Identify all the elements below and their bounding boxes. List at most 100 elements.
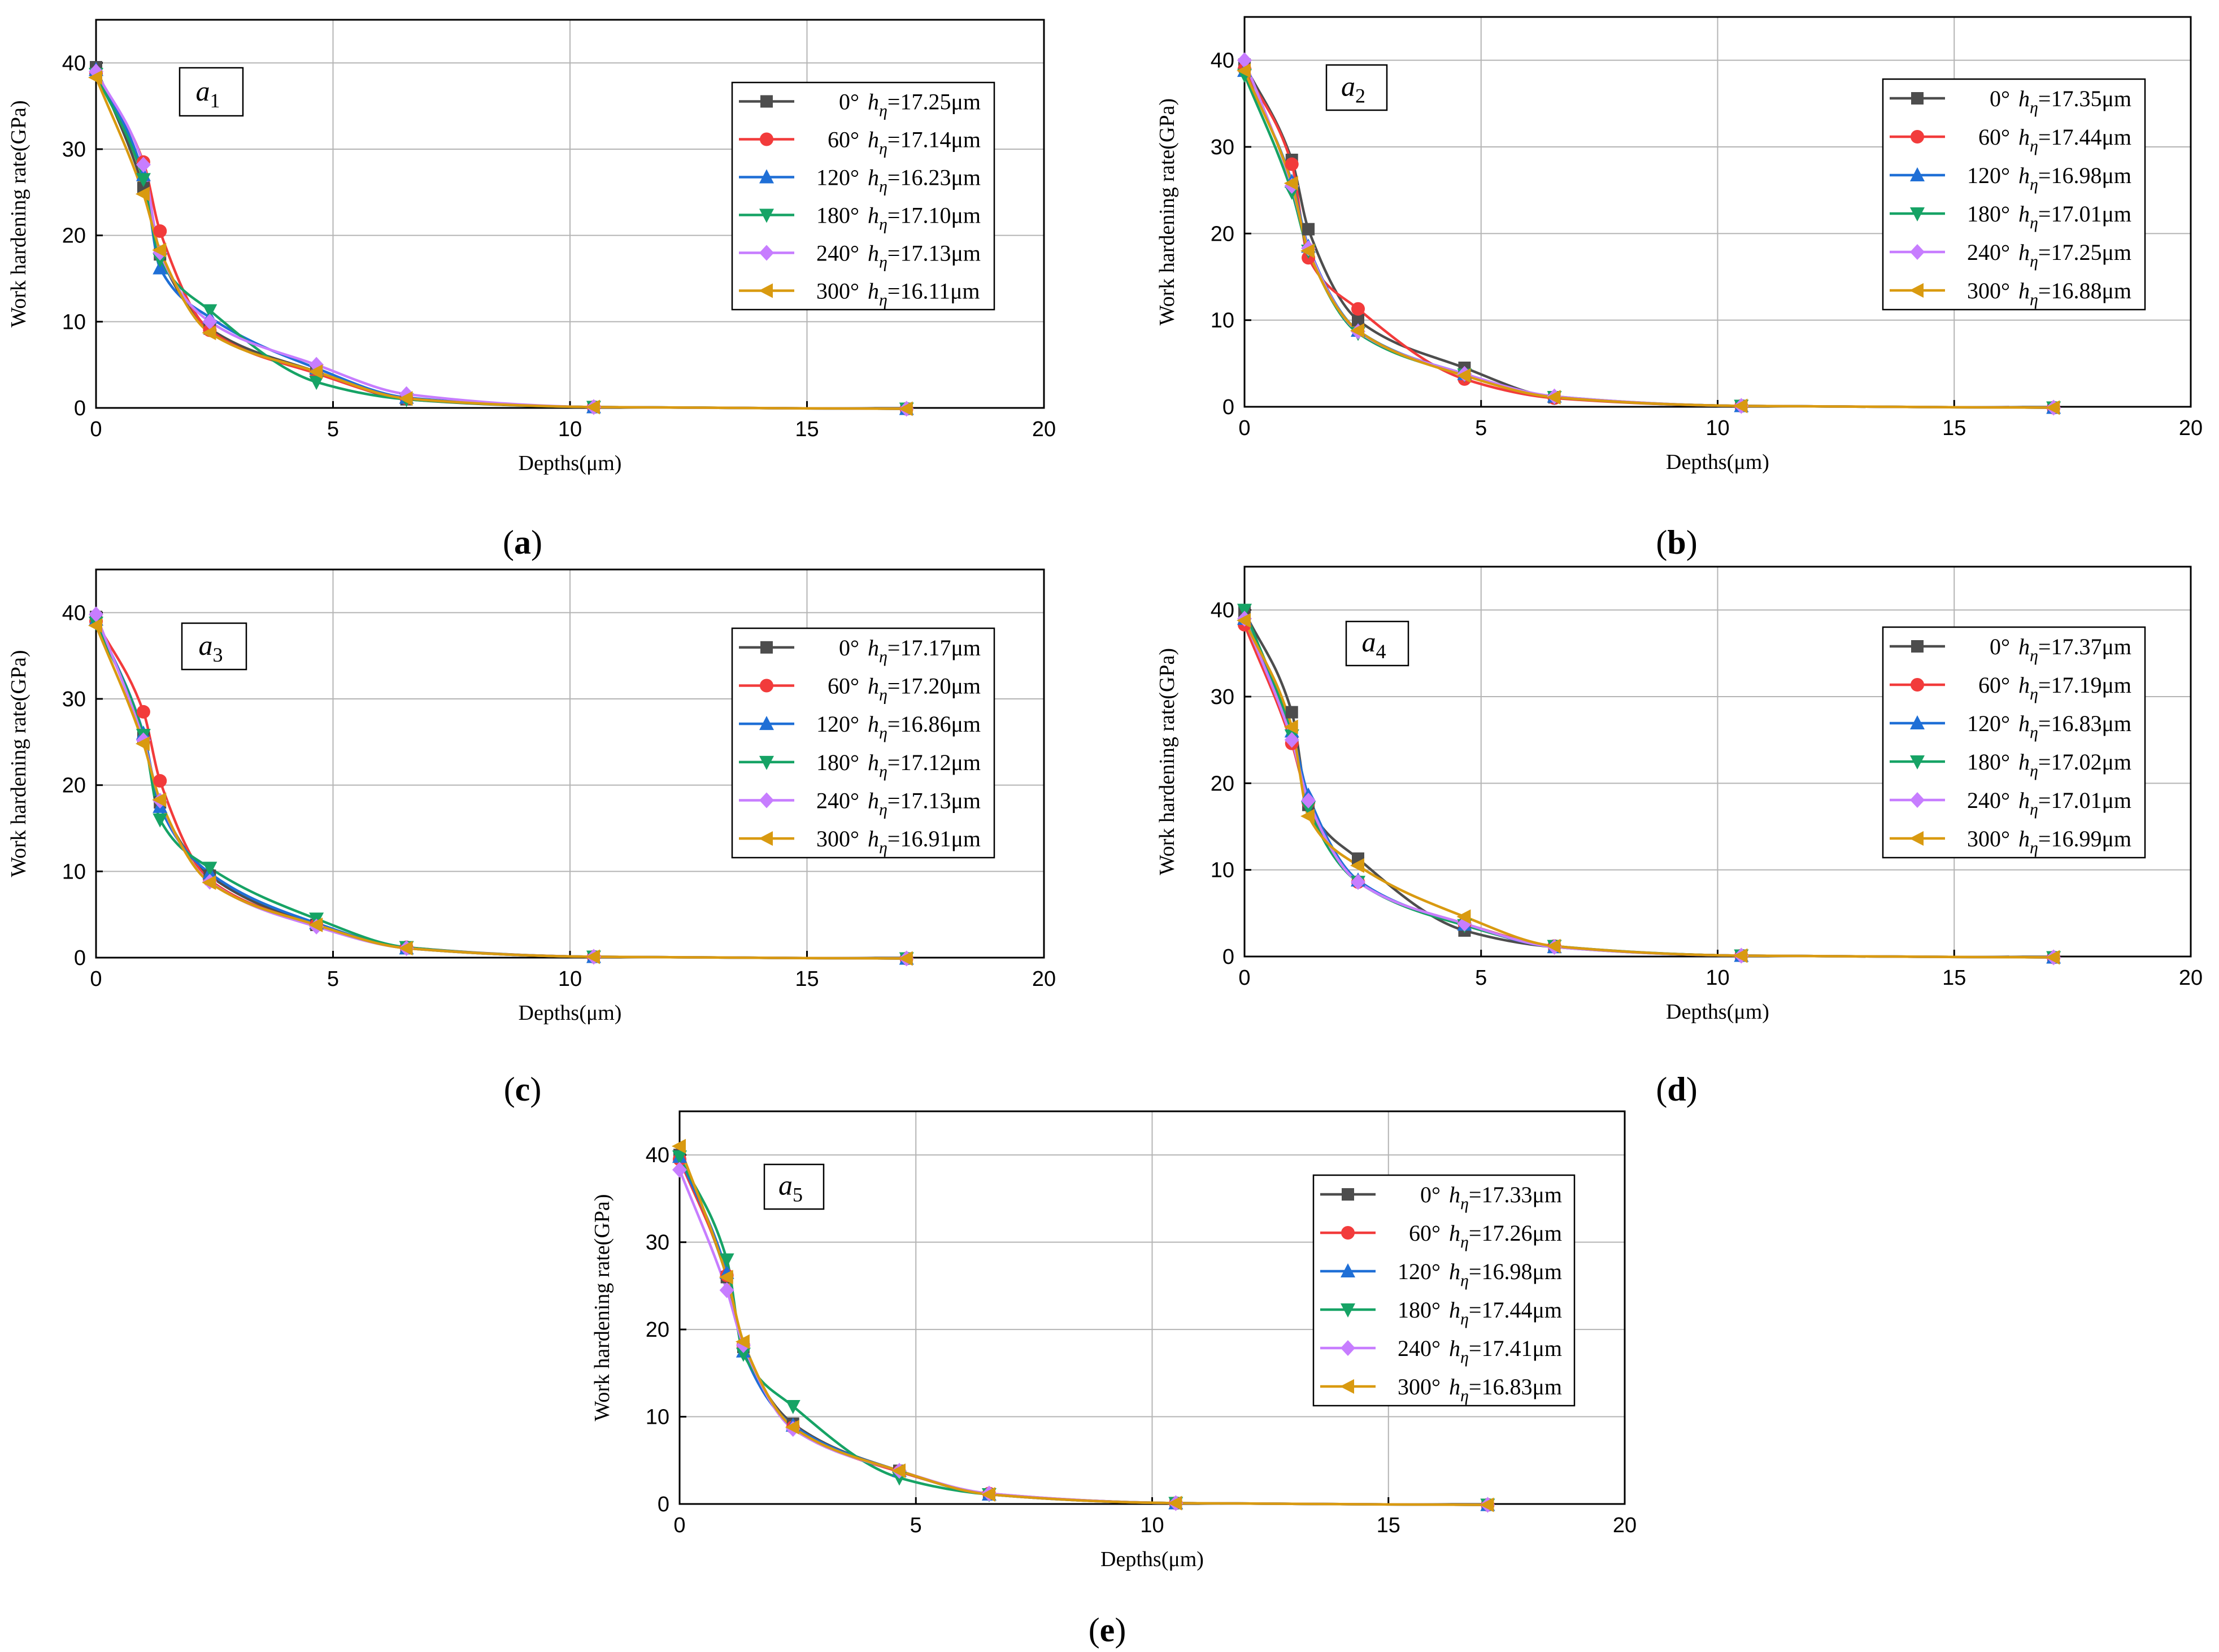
legend-box <box>1882 78 2146 311</box>
data-point-300deg <box>1456 909 1471 924</box>
legend-marker <box>759 755 774 770</box>
data-point-60deg <box>136 705 150 719</box>
y-tick-label: 30 <box>1211 136 1234 159</box>
legend-marker <box>760 132 773 146</box>
y-tick-label: 10 <box>1211 309 1234 333</box>
legend-value: hη=17.37μm <box>2018 634 2131 665</box>
legend-angle: 0° <box>1990 86 2010 111</box>
data-point-240deg <box>1237 52 1252 68</box>
y-tick-label: 20 <box>1211 772 1234 795</box>
data-point-300deg <box>1733 398 1748 414</box>
chart-panel-5: 0 5 10 15 20 0 10 20 30 40 Depths(μm) Work hardenin… <box>590 1110 1637 1571</box>
chart-panel-3: 0 5 10 15 20 0 10 20 30 40 Depths(μm) Work hardenin… <box>7 568 1056 1025</box>
data-point-240deg <box>202 314 217 330</box>
legend-angle: 120° <box>1398 1259 1441 1284</box>
legend-value: hη=17.33μm <box>1449 1182 1562 1213</box>
data-point-240deg <box>719 1282 734 1298</box>
legend-value: hη=17.35μm <box>2018 86 2131 117</box>
y-axis-title: Work hardening rate(GPa) <box>590 1194 614 1421</box>
x-tick-label: 5 <box>327 967 339 991</box>
data-point-240deg <box>1351 874 1365 890</box>
data-point-300deg <box>202 325 216 341</box>
annotation-label: a5 <box>778 1170 803 1206</box>
x-tick-label: 15 <box>795 418 819 441</box>
legend-marker <box>760 95 773 108</box>
legend-angle: 240° <box>816 241 859 266</box>
legend-angle: 60° <box>1978 124 2010 150</box>
data-point-300deg <box>308 917 323 932</box>
legend-angle: 60° <box>828 673 859 699</box>
legend-marker <box>1341 1263 1355 1277</box>
data-point-300deg <box>1546 390 1561 405</box>
y-axis-title: Work hardening rate(GPa) <box>7 650 31 877</box>
x-tick-label: 10 <box>1705 966 1729 990</box>
legend-angle: 240° <box>1967 788 2010 813</box>
legend-marker <box>1910 244 1925 260</box>
legend-angle: 120° <box>1967 163 2010 188</box>
x-tick-label: 5 <box>1475 416 1487 440</box>
y-axis-title: Work hardening rate(GPa) <box>7 100 31 327</box>
legend-marker <box>1911 92 1924 105</box>
y-tick-label: 10 <box>1211 859 1234 882</box>
legend-value: hη=16.83μm <box>1449 1374 1562 1405</box>
legend-angle: 180° <box>1398 1297 1441 1323</box>
legend-box <box>731 81 995 311</box>
y-tick-label: 0 <box>74 946 86 970</box>
annotation-subscript: 3 <box>213 644 223 666</box>
panel-label: (c) <box>504 1071 542 1108</box>
legend-value: hη=17.19μm <box>2018 672 2131 703</box>
legend-angle: 0° <box>839 89 859 115</box>
legend-marker <box>1340 1379 1354 1394</box>
legend-marker <box>1910 792 1925 808</box>
x-tick-label: 5 <box>327 418 339 441</box>
data-point-300deg <box>1546 938 1561 954</box>
y-tick-label: 40 <box>62 51 86 75</box>
x-tick-label: 10 <box>1705 416 1729 440</box>
legend-value: hη=17.01μm <box>2018 788 2131 819</box>
legend-marker <box>760 641 773 654</box>
legend-angle: 300° <box>1967 278 2010 303</box>
data-point-0deg <box>1285 706 1298 719</box>
legend-marker <box>759 169 774 184</box>
legend-angle: 120° <box>1967 711 2010 736</box>
legend-box <box>1882 626 2146 859</box>
x-axis-title: Depths(μm) <box>1100 1547 1204 1571</box>
x-axis-title: Depths(μm) <box>519 1001 622 1025</box>
data-point-300deg <box>585 399 600 415</box>
legend-angle: 0° <box>1420 1182 1441 1207</box>
legend-marker <box>759 831 773 846</box>
y-tick-label: 40 <box>1211 49 1234 73</box>
data-point-300deg <box>308 364 323 379</box>
data-point-300deg <box>1350 323 1364 338</box>
y-tick-label: 20 <box>1211 222 1234 246</box>
legend-angle: 120° <box>816 711 859 737</box>
data-point-300deg <box>1350 858 1364 873</box>
data-point-180deg <box>719 1253 734 1268</box>
legend-value: hη=17.13μm <box>868 788 981 819</box>
y-tick-label: 10 <box>62 310 86 334</box>
legend-angle: 300° <box>816 826 859 851</box>
legend-value: hη=16.83μm <box>2018 711 2131 742</box>
legend-marker <box>1341 1303 1355 1318</box>
legend-value: hη=17.26μm <box>1449 1220 1562 1251</box>
data-point-180deg <box>309 376 324 390</box>
data-point-300deg <box>981 1487 995 1502</box>
annotation-subscript: 5 <box>793 1184 803 1206</box>
x-tick-label: 0 <box>1238 416 1250 440</box>
x-tick-label: 20 <box>1032 967 1056 991</box>
legend-value: hη=17.20μm <box>868 673 981 705</box>
data-point-300deg <box>1283 176 1298 191</box>
data-point-300deg <box>1300 244 1315 258</box>
legend-value: hη=16.91μm <box>868 826 981 857</box>
x-tick-label: 10 <box>558 418 582 441</box>
data-point-300deg <box>135 186 150 202</box>
legend-marker <box>1909 831 1924 846</box>
legend-value: hη=16.88μm <box>2018 278 2131 309</box>
legend-angle: 180° <box>816 203 859 228</box>
data-point-300deg <box>785 1420 799 1435</box>
x-tick-label: 0 <box>673 1514 685 1537</box>
data-point-300deg <box>891 1463 906 1479</box>
legend-marker <box>1341 1226 1355 1240</box>
legend-marker <box>1342 1188 1354 1201</box>
